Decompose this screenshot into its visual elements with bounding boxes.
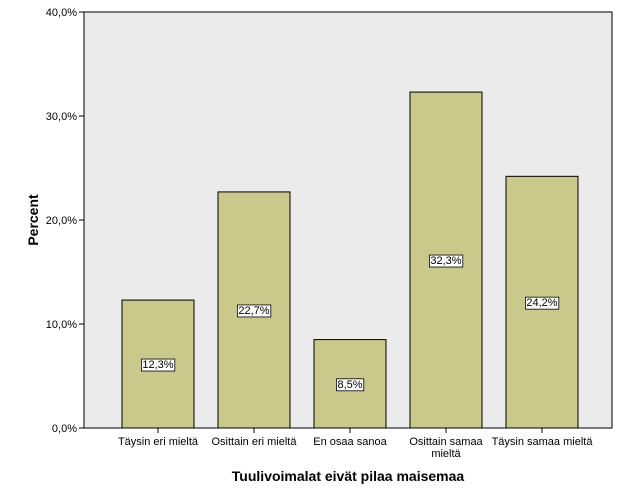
data-label-box [428,254,464,268]
y-tick-label: 10,0% [46,319,77,331]
data-label-box [524,296,560,310]
data-label: 22,7% [238,305,269,317]
data-label: 32,3% [430,255,461,267]
y-axis: 0,0% 10,0% 20,0% 30,0% 40,0% [46,7,84,435]
x-tick-label: Osittain samaa mieltä [409,436,483,460]
y-tick-label: 0,0% [52,423,77,435]
y-tick-label: 40,0% [46,7,77,19]
data-label-box [140,358,176,372]
data-label: 24,2% [526,297,557,309]
x-tick-label: Täysin samaa mieltä [492,436,594,448]
x-axis: Täysin eri mieltä Osittain eri mieltä En o… [118,428,593,460]
bars: 12,3% 22,7% 8,5% 32,3% 24,2% [121,91,579,429]
x-axis-title: Tuulivoimalat eivät pilaa maisemaa [232,468,465,484]
x-tick-label: En osaa sanoa [313,436,387,448]
data-label-box [336,378,365,392]
data-label: 8,5% [337,379,362,391]
data-label: 12,3% [142,359,173,371]
y-tick-label: 20,0% [46,215,77,227]
y-tick-label: 30,0% [46,111,77,123]
data-label-box [236,304,272,318]
x-tick-label: Osittain eri mieltä [212,436,298,448]
x-tick-label: Täysin eri mieltä [118,436,199,448]
y-axis-title: Percent [25,194,41,246]
